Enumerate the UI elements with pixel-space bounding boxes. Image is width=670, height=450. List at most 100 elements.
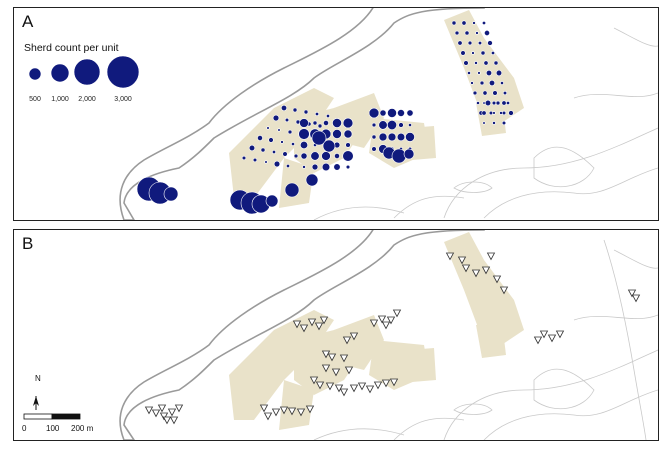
sherd-symbol [260,147,266,153]
sherd-symbol [333,163,341,171]
sherd-symbol [398,122,404,128]
sherd-symbol [257,135,263,141]
sherd-symbol [464,30,470,36]
triangle-marker-icon [319,316,329,325]
triangle-marker-icon [339,388,349,397]
triangle-marker-icon [631,294,641,303]
triangle-marker-icon [292,320,302,329]
sherd-symbol [332,118,342,128]
sherd-symbol [305,173,319,187]
north-arrow-icon [33,396,39,410]
sherd-symbol [479,80,485,86]
triangle-marker-icon [169,416,179,425]
sherd-symbol [467,40,473,46]
sherd-symbol [492,111,496,115]
sherd-symbol [298,128,310,140]
sherd-symbol [487,40,493,46]
sherd-symbol [408,123,412,127]
triangle-marker-icon [344,366,354,375]
sherd-symbol [371,122,377,128]
panel-b-findspot-map: B N 0 100 200 m [13,229,659,441]
sherd-symbol [311,130,327,146]
sherd-symbol [280,140,284,144]
sherd-symbol [470,81,474,85]
legend-label-500: 500 [29,96,41,103]
sherd-symbol [286,164,290,168]
triangle-marker-icon [392,309,402,318]
triangle-marker-icon [325,382,335,391]
sherd-symbol [326,114,330,118]
sherd-symbol [371,146,377,152]
map-b-canvas [23,230,658,440]
sherd-symbol [477,71,481,75]
triangle-marker-icon [389,378,399,387]
contour-lines [313,27,658,220]
sherd-symbol [273,160,281,168]
sherd-symbol [482,101,486,105]
scale-bar [23,413,81,420]
sherd-symbol [264,160,268,164]
triangle-marker-icon [357,382,367,391]
triangle-marker-icon [533,336,543,345]
triangle-marker-icon [492,275,502,284]
sherd-symbol [482,21,486,25]
triangle-marker-icon [457,256,467,265]
sherd-symbol [163,186,179,202]
sherd-symbol [492,90,498,96]
sherd-symbol [266,126,270,130]
legend-circle [50,63,70,83]
triangle-marker-icon [144,406,154,415]
sherd-symbol [300,152,308,160]
sherd-symbol [491,100,497,106]
legend-label-2000: 2,000 [78,96,96,103]
triangle-marker-icon [349,384,359,393]
sherd-symbol [379,109,387,117]
sherd-symbol [502,90,508,96]
sherd-symbol [378,132,388,142]
sherd-symbol [287,129,293,135]
triangle-marker-icon [381,379,391,388]
sherd-symbol [284,117,290,123]
triangle-marker-icon [331,368,341,377]
findspot-markers [144,252,641,425]
sherd-symbol [491,51,495,55]
triangle-marker-icon [539,330,549,339]
triangle-marker-icon [305,405,315,414]
sherd-symbol [293,153,299,159]
triangle-marker-icon [159,412,169,421]
sherd-symbol [500,81,504,85]
sherd-symbol [322,139,336,153]
sherd-symbol [252,157,258,163]
sherd-symbol [482,121,486,125]
sherd-symbol [454,30,460,36]
triangle-marker-icon [162,416,172,425]
sherd-symbol [485,69,493,77]
triangle-marker-icon [157,404,167,413]
sherd-symbol [506,101,510,105]
sherd-symbol [321,162,331,172]
triangle-marker-icon [174,404,184,413]
sherd-symbol [280,104,288,112]
sherd-symbol [387,120,397,130]
triangle-marker-icon [296,408,306,417]
sherd-symbol [457,40,463,46]
sherd-symbol [323,120,329,126]
sherd-symbol [311,163,319,171]
triangle-marker-icon [499,286,509,295]
triangle-marker-icon [321,350,331,359]
triangle-marker-icon [287,407,297,416]
sherd-symbol [321,151,331,161]
sherd-symbol [467,71,471,75]
panel-a-label: A [22,12,34,31]
sherd-symbol [488,79,496,87]
sherd-symbol [312,120,318,126]
contour-lines [313,239,658,440]
sherd-symbol [484,30,490,36]
sherd-symbol [299,140,309,150]
triangle-marker-icon [271,408,281,417]
scale-label-0: 0 [22,424,27,433]
triangle-marker-icon [377,315,387,324]
triangle-marker-icon [349,332,359,341]
sherd-symbol [480,50,486,56]
sherd-symbol [241,155,247,161]
